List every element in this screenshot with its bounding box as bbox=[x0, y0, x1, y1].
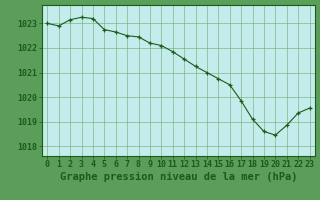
X-axis label: Graphe pression niveau de la mer (hPa): Graphe pression niveau de la mer (hPa) bbox=[60, 172, 297, 182]
